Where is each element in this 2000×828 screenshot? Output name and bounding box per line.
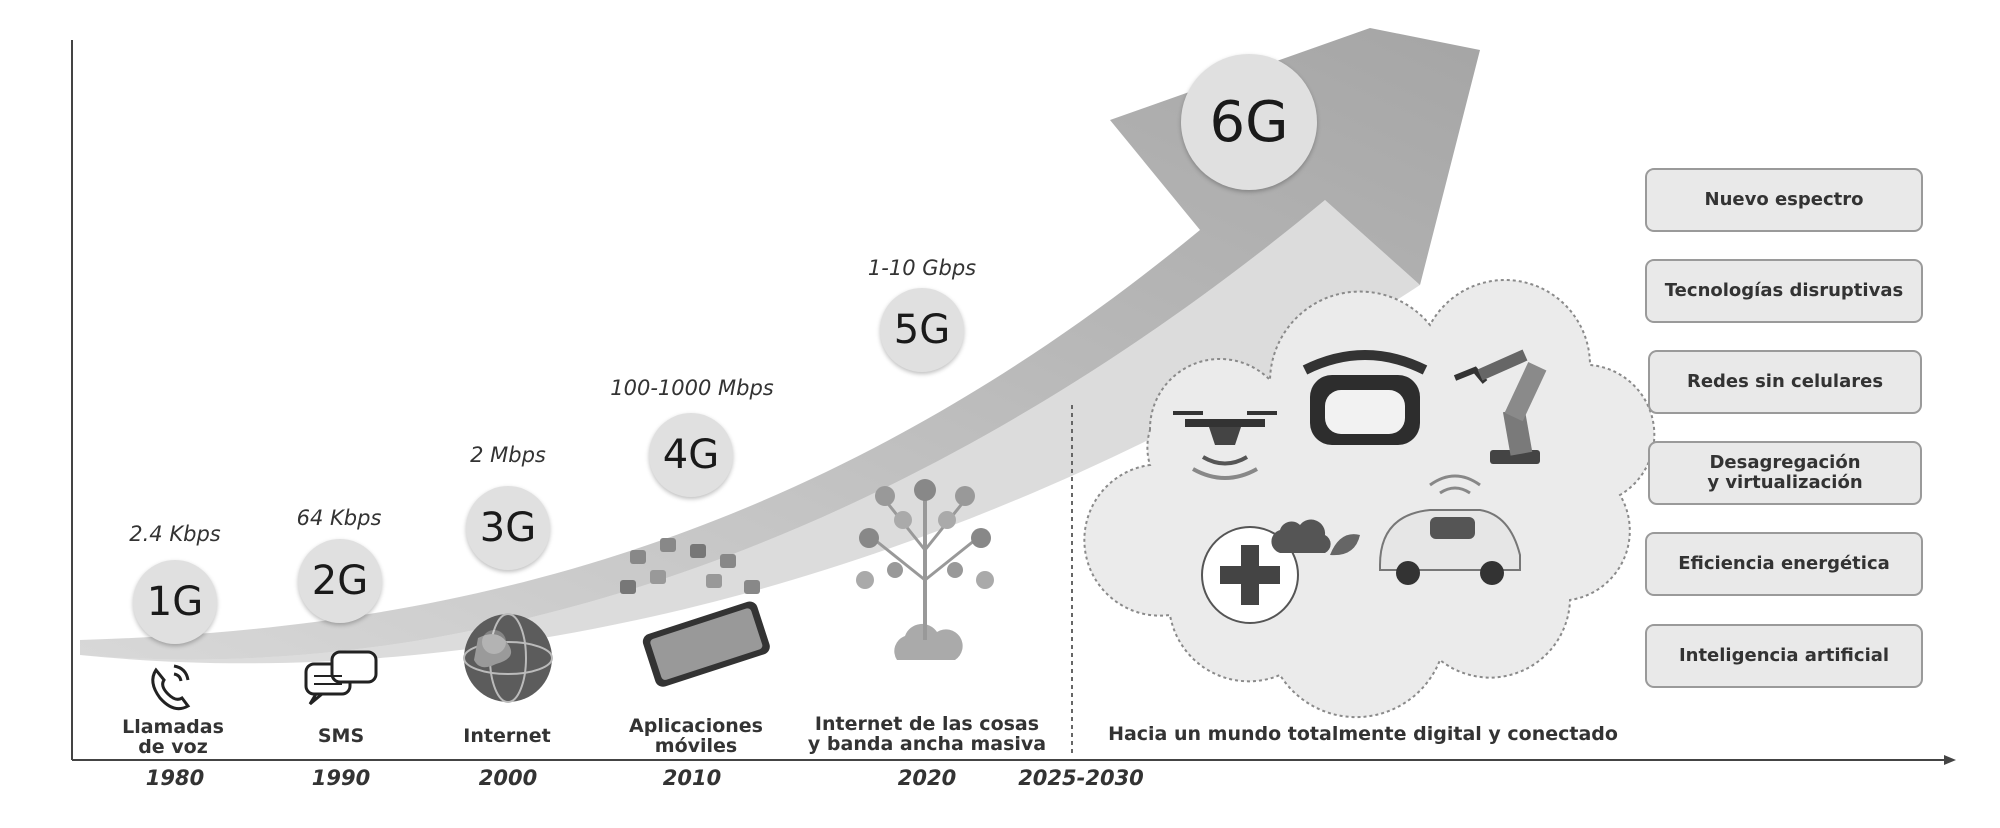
year-2020: 2020 xyxy=(897,766,957,790)
feature-eficiencia-energetica: Eficiencia energética xyxy=(1645,532,1923,596)
label-5g: Internet de las cosas y banda ancha masiv… xyxy=(807,713,1047,755)
autonomous-car-icon xyxy=(1330,474,1521,585)
year-1980: 1980 xyxy=(145,766,205,790)
x-axis-arrowhead xyxy=(1944,755,1956,765)
year-2010: 2010 xyxy=(662,766,722,790)
label-4g: Aplicaciones móviles xyxy=(629,715,763,757)
speed-1g: 2.4 Kbps xyxy=(129,522,221,546)
feature-redes-sin-celulares: Redes sin celulares xyxy=(1648,350,1922,414)
feature-tecnologias-disruptivas: Tecnologías disruptivas xyxy=(1645,259,1923,323)
year-2025-2030: 2025-2030 xyxy=(1018,766,1144,790)
iot-tree-icon xyxy=(856,479,994,660)
generation-circle-3g: 3G xyxy=(466,486,550,570)
feature-nuevo-espectro: Nuevo espectro xyxy=(1645,168,1923,232)
globe-icon xyxy=(463,613,553,703)
generation-circle-5g: 5G xyxy=(880,288,964,372)
label-6g: Hacia un mundo totalmente digital y cone… xyxy=(1108,723,1618,745)
speed-4g: 100-1000 Mbps xyxy=(610,376,774,400)
vr-headset-icon xyxy=(1302,350,1428,445)
feature-inteligencia-artificial: Inteligencia artificial xyxy=(1645,624,1923,688)
smartphone-apps-icon xyxy=(620,538,770,687)
year-2000: 2000 xyxy=(478,766,538,790)
generation-circle-1g: 1G xyxy=(133,560,217,644)
feature-desagregacion: Desagregación y virtualización xyxy=(1648,441,1922,505)
speed-3g: 2 Mbps xyxy=(470,443,546,467)
generation-circle-6g: 6G xyxy=(1181,54,1317,190)
drone-icon xyxy=(1173,411,1277,480)
generation-circle-4g: 4G xyxy=(649,413,733,497)
label-2g: SMS xyxy=(317,725,365,747)
growth-arrow xyxy=(80,28,1480,660)
year-1990: 1990 xyxy=(311,766,371,790)
medical-cross-icon xyxy=(1201,519,1331,624)
speed-2g: 64 Kbps xyxy=(296,506,382,530)
label-3g: Internet xyxy=(463,725,551,747)
phone-icon xyxy=(151,664,191,711)
chat-icon xyxy=(304,650,378,706)
label-1g: Llamadas de voz xyxy=(122,716,224,758)
robot-arm-icon xyxy=(1453,349,1547,464)
generation-circle-2g: 2G xyxy=(298,539,382,623)
speed-5g: 1-10 Gbps xyxy=(867,256,977,280)
